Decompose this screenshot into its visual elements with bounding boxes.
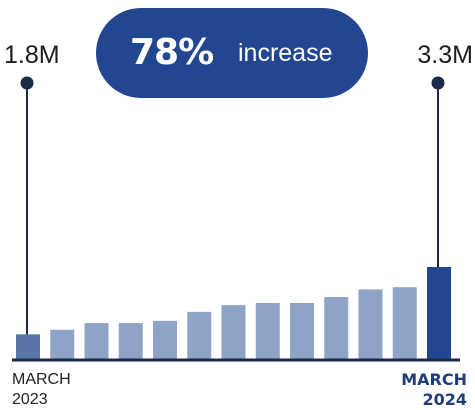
end-month-label: MARCH — [401, 370, 467, 389]
increase-callout: 78% increase — [96, 8, 368, 98]
start-year-label: 2023 — [12, 391, 48, 408]
increase-percent: 78% — [130, 32, 214, 73]
bar-3 — [84, 323, 109, 359]
end-value-label: 3.3M — [417, 41, 473, 69]
bar-2 — [50, 329, 75, 359]
increase-word: increase — [238, 39, 333, 67]
bar-1 — [16, 334, 40, 359]
bar-6 — [187, 311, 212, 359]
bar-5 — [153, 320, 177, 359]
start-marker-dot — [20, 76, 34, 90]
bar-11 — [358, 289, 383, 359]
bar-13 — [427, 267, 451, 359]
bar-9 — [290, 302, 314, 359]
end-year-label: 2024 — [422, 390, 467, 409]
bar-10 — [324, 297, 349, 359]
start-value-label: 1.8M — [4, 41, 60, 69]
bars-group — [16, 267, 451, 359]
bar-8 — [255, 302, 280, 359]
bar-12 — [392, 287, 417, 359]
bar-7 — [221, 305, 246, 359]
end-marker-dot — [431, 76, 445, 90]
bar-4 — [118, 323, 143, 359]
start-month-label: MARCH — [12, 371, 71, 388]
